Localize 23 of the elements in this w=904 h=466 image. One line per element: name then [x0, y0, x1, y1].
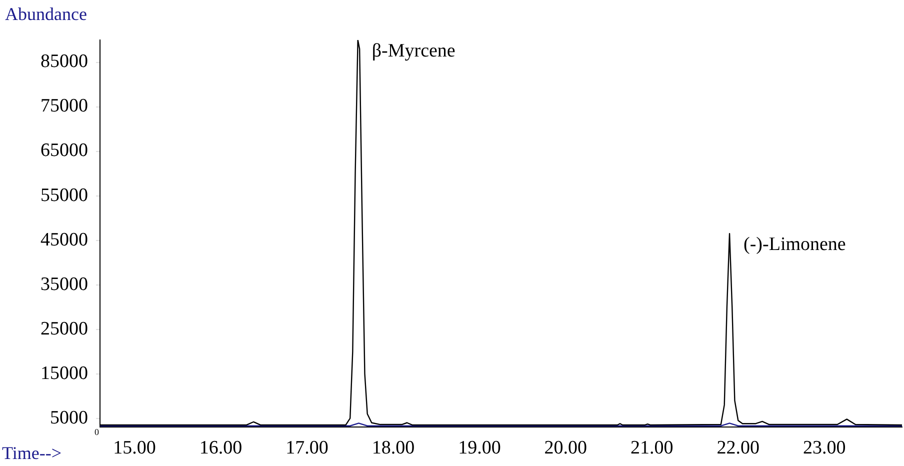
annotation: (-)-Limonene	[744, 234, 846, 256]
x-tick-label: 22.00	[716, 438, 760, 459]
y-tick-label: 85000	[40, 51, 88, 72]
y-tick-label: 35000	[40, 274, 88, 295]
x-tick-label: 17.00	[286, 438, 328, 459]
y-axis-title: Abundance	[5, 4, 87, 24]
text: 0	[94, 427, 100, 438]
x-tick-label: 18.00	[372, 438, 415, 459]
x-tick-label: 16.00	[199, 438, 242, 459]
y-tick-label: 15000	[40, 362, 88, 384]
y-tick-label: 5000	[50, 407, 88, 428]
y-tick-label: 25000	[40, 318, 88, 340]
x-tick-label: 19.00	[458, 438, 501, 459]
y-tick-label: 55000	[40, 184, 88, 206]
x-tick-label: 20.00	[544, 438, 588, 459]
x-tick-label: 23.00	[803, 438, 846, 459]
annotation: β-Myrcene	[372, 40, 456, 62]
y-tick-label: 75000	[40, 96, 88, 117]
y-tick-label: 45000	[40, 229, 88, 250]
x-axis-title: Time-->	[2, 443, 62, 463]
y-tick-label: 65000	[40, 140, 88, 162]
x-tick-label: 21.00	[630, 438, 674, 459]
x-tick-label: 15.00	[113, 438, 156, 459]
